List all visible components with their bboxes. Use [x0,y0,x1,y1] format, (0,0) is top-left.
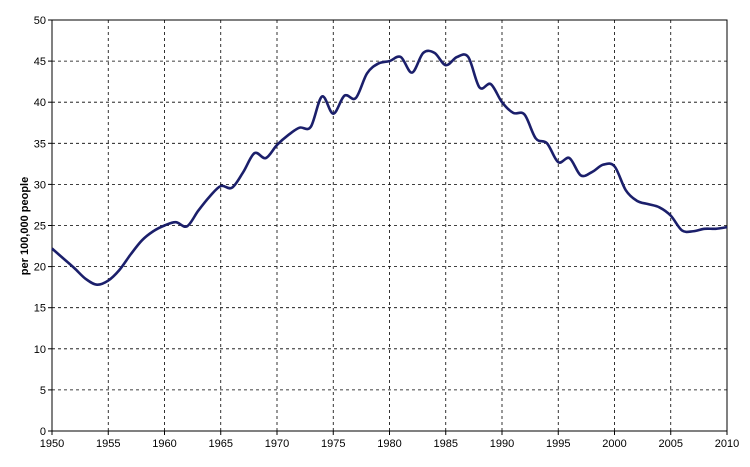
y-tick-label: 25 [34,221,46,233]
y-tick-label: 0 [40,426,46,438]
x-tick-label: 2005 [659,438,683,450]
y-tick-label: 15 [34,303,46,315]
x-tick-label: 2010 [715,438,739,450]
y-tick-label: 40 [34,97,46,109]
y-tick-label: 35 [34,138,46,150]
y-tick-label: 5 [40,385,46,397]
x-tick-label: 1990 [490,438,514,450]
y-axis-label: per 100,000 people [19,177,31,275]
x-tick-label: 1955 [96,438,120,450]
x-tick-label: 2000 [602,438,626,450]
y-tick-label: 50 [34,15,46,27]
x-tick-label: 1980 [377,438,401,450]
y-tick-label: 45 [34,56,46,68]
x-tick-label: 1950 [40,438,64,450]
y-tick-label: 20 [34,262,46,274]
x-tick-label: 1995 [546,438,570,450]
y-tick-label: 30 [34,179,46,191]
x-tick-label: 1970 [265,438,289,450]
data-line [51,49,728,286]
x-tick-label: 1960 [152,438,176,450]
x-tick-label: 1985 [434,438,458,450]
y-tick-label: 10 [34,344,46,356]
plot-border [51,19,728,432]
x-tick-label: 1975 [321,438,345,450]
x-tick-label: 1965 [209,438,233,450]
